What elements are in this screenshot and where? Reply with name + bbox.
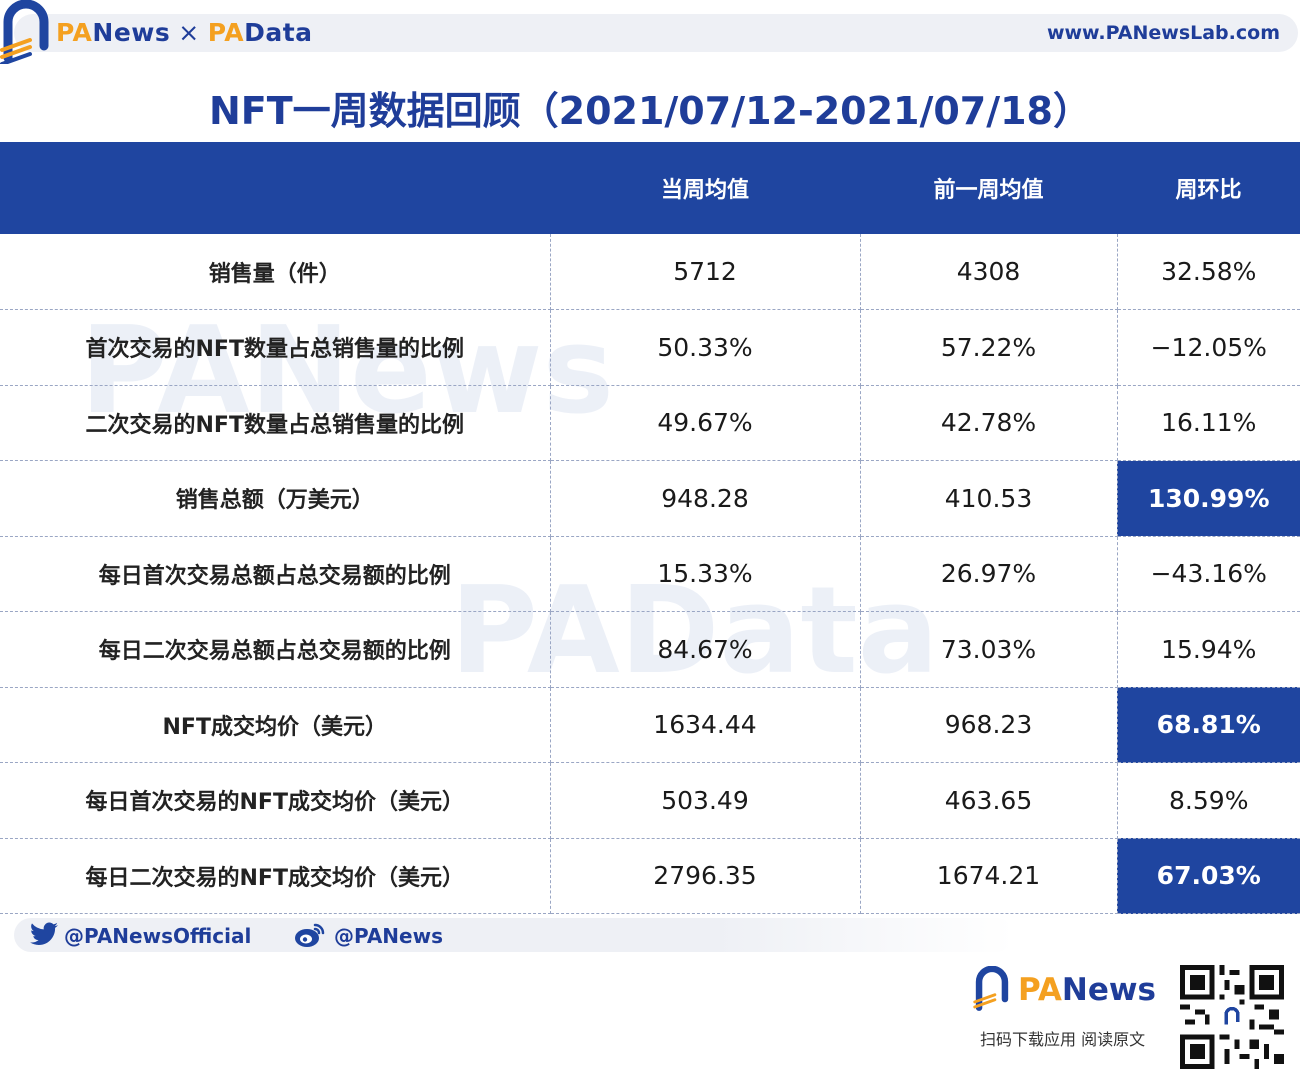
row-current-value: 948.28 bbox=[550, 460, 861, 537]
social-bar bbox=[14, 918, 1014, 952]
table-row: NFT成交均价（美元） 1634.44 968.23 68.81% bbox=[0, 687, 1300, 763]
row-current-value: 15.33% bbox=[550, 536, 861, 612]
brand-news: News bbox=[92, 18, 171, 47]
footer-brand: PANews bbox=[1018, 972, 1156, 1008]
table-container: PANews PAData 当周均值 前一周均值 周环比 销售量（件） 5712 4… bbox=[0, 142, 1300, 914]
row-label: 二次交易的NFT数量占总销售量的比例 bbox=[0, 385, 551, 461]
table-row: 每日二次交易的NFT成交均价（美元） 2796.35 1674.21 67.03% bbox=[0, 838, 1300, 914]
row-change-value: 68.81% bbox=[1117, 687, 1300, 763]
header-label-col bbox=[0, 142, 550, 234]
table-row: 每日首次交易的NFT成交均价（美元） 503.49 463.65 8.59% bbox=[0, 762, 1300, 839]
table-row: 销售量（件） 5712 4308 32.58% bbox=[0, 234, 1300, 310]
header-brand: PANews × PAData bbox=[56, 18, 313, 47]
header-current-col: 当周均值 bbox=[660, 178, 749, 203]
header-change-col: 周环比 bbox=[1175, 178, 1242, 203]
row-previous-value: 26.97% bbox=[860, 536, 1118, 612]
footer-brand-pa: PA bbox=[1018, 972, 1062, 1008]
table-header-row: 当周均值 前一周均值 周环比 bbox=[0, 142, 1300, 234]
brand-times: × bbox=[178, 18, 200, 47]
row-previous-value: 73.03% bbox=[860, 611, 1118, 688]
brand-data: Data bbox=[244, 18, 313, 47]
qr-code-icon[interactable] bbox=[1180, 965, 1284, 1069]
row-current-value: 50.33% bbox=[550, 309, 861, 386]
row-change-value: 16.11% bbox=[1117, 385, 1300, 461]
row-label: 每日二次交易的NFT成交均价（美元） bbox=[0, 838, 551, 914]
header-bar bbox=[14, 14, 1298, 52]
footer-brand-news: News bbox=[1061, 972, 1156, 1008]
row-label: 首次交易的NFT数量占总销售量的比例 bbox=[0, 309, 551, 386]
row-current-value: 49.67% bbox=[550, 385, 861, 461]
row-change-value: 67.03% bbox=[1117, 838, 1300, 914]
row-current-value: 84.67% bbox=[550, 611, 861, 688]
row-previous-value: 42.78% bbox=[860, 385, 1118, 461]
row-label: NFT成交均价（美元） bbox=[0, 687, 551, 763]
row-change-value: 130.99% bbox=[1117, 460, 1300, 537]
twitter-icon bbox=[30, 922, 58, 945]
row-label: 每日首次交易的NFT成交均价（美元） bbox=[0, 762, 551, 839]
twitter-handle[interactable]: @PANewsOfficial bbox=[64, 924, 252, 948]
row-previous-value: 968.23 bbox=[860, 687, 1118, 763]
row-change-value: −12.05% bbox=[1117, 309, 1300, 386]
brand-pa-1: PA bbox=[56, 18, 93, 47]
page-title: NFT一周数据回顾（2021/07/12-2021/07/18） bbox=[208, 89, 1092, 133]
row-change-value: 15.94% bbox=[1117, 611, 1300, 688]
weibo-icon bbox=[295, 923, 325, 947]
row-current-value: 2796.35 bbox=[550, 838, 861, 914]
row-change-value: 8.59% bbox=[1117, 762, 1300, 839]
site-url[interactable]: www.PANewsLab.com bbox=[1046, 22, 1280, 44]
row-previous-value: 410.53 bbox=[860, 460, 1118, 537]
row-previous-value: 1674.21 bbox=[860, 838, 1118, 914]
weibo-handle[interactable]: @PANews bbox=[334, 924, 443, 948]
brand-pa-2: PA bbox=[207, 18, 245, 47]
row-previous-value: 4308 bbox=[860, 234, 1118, 310]
row-current-value: 1634.44 bbox=[550, 687, 861, 763]
table-row: 每日二次交易总额占总交易额的比例 84.67% 73.03% 15.94% bbox=[0, 611, 1300, 688]
table-row: 首次交易的NFT数量占总销售量的比例 50.33% 57.22% −12.05% bbox=[0, 309, 1300, 386]
row-current-value: 5712 bbox=[550, 234, 861, 310]
row-label: 销售量（件） bbox=[0, 234, 551, 310]
row-current-value: 503.49 bbox=[550, 762, 861, 839]
data-table: 当周均值 前一周均值 周环比 销售量（件） 5712 4308 32.58% 首次交易的… bbox=[0, 142, 1300, 914]
row-previous-value: 57.22% bbox=[860, 309, 1118, 386]
footer-panews-logo-icon bbox=[973, 966, 1009, 1011]
row-change-value: 32.58% bbox=[1117, 234, 1300, 310]
row-previous-value: 463.65 bbox=[860, 762, 1118, 839]
panews-logo-icon bbox=[0, 0, 49, 64]
table-row: 二次交易的NFT数量占总销售量的比例 49.67% 42.78% 16.11% bbox=[0, 385, 1300, 461]
row-change-value: −43.16% bbox=[1117, 536, 1300, 612]
footer-caption: 扫码下载应用 阅读原文 bbox=[980, 1030, 1146, 1049]
header-previous-col: 前一周均值 bbox=[933, 178, 1044, 203]
table-row: 每日首次交易总额占总交易额的比例 15.33% 26.97% −43.16% bbox=[0, 536, 1300, 612]
row-label: 每日首次交易总额占总交易额的比例 bbox=[0, 536, 551, 612]
row-label: 每日二次交易总额占总交易额的比例 bbox=[0, 611, 551, 688]
table-row: 销售总额（万美元） 948.28 410.53 130.99% bbox=[0, 460, 1300, 537]
row-label: 销售总额（万美元） bbox=[0, 460, 551, 537]
